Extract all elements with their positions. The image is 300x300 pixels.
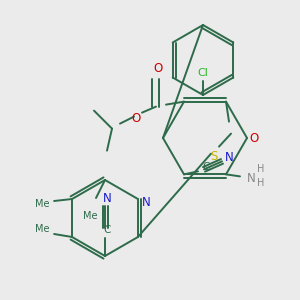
Text: Me: Me	[83, 211, 97, 221]
Text: N: N	[103, 191, 111, 205]
Text: H: H	[257, 164, 265, 174]
Text: O: O	[131, 112, 141, 125]
Text: Cl: Cl	[198, 68, 208, 78]
Text: N: N	[225, 151, 233, 164]
Text: C: C	[202, 162, 210, 172]
Text: Me: Me	[35, 224, 49, 234]
Text: S: S	[210, 150, 218, 163]
Text: Me: Me	[35, 199, 49, 209]
Text: N: N	[247, 172, 255, 185]
Text: O: O	[249, 131, 259, 145]
Text: O: O	[153, 62, 163, 75]
Text: N: N	[142, 196, 150, 209]
Text: H: H	[257, 178, 265, 188]
Text: C: C	[103, 225, 111, 235]
